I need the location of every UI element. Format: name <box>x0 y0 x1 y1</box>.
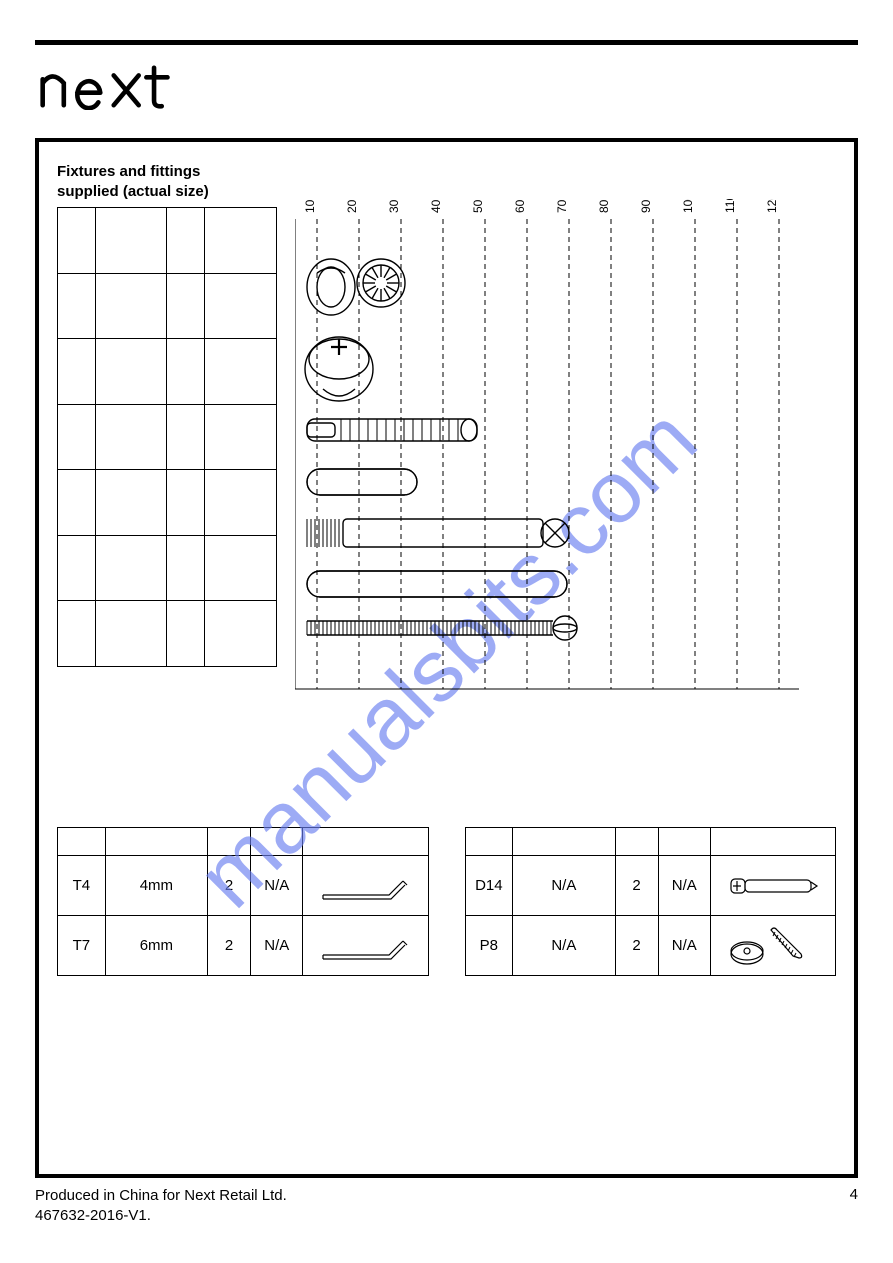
grid-cell <box>58 601 96 667</box>
fixture-wood-dowel-long <box>295 571 587 597</box>
part-icon-allen-key <box>303 916 428 976</box>
part-size: 6mm <box>105 916 207 976</box>
part-code: T4 <box>58 856 106 916</box>
grid-cell <box>58 339 96 405</box>
parts-row: T44mm2N/A <box>58 856 429 916</box>
ruler-zone: 102030405060708090100110120 <box>295 207 836 697</box>
part-icon-glue-tube <box>710 856 835 916</box>
page-footer: Produced in China for Next Retail Ltd. 4… <box>35 1186 858 1225</box>
svg-text:40: 40 <box>429 199 443 213</box>
part-icon-plug-screw <box>710 916 835 976</box>
svg-text:100: 100 <box>681 199 695 213</box>
part-qty: 2 <box>208 916 251 976</box>
grid-cell <box>95 601 167 667</box>
grid-cell <box>95 273 167 339</box>
footer-line-2: 467632-2016-V1. <box>35 1207 151 1224</box>
grid-cell <box>167 404 205 470</box>
page-number: 4 <box>850 1186 858 1203</box>
grid-cell <box>58 273 96 339</box>
grid-row <box>58 470 277 536</box>
ruler-svg: 10 20 30 40 50 60 70 80 90 100 110 120 <box>295 199 835 699</box>
grid-cell <box>205 273 277 339</box>
part-note: N/A <box>251 916 303 976</box>
grid-row <box>58 208 277 274</box>
grid-cell <box>95 404 167 470</box>
table-header-row <box>58 828 429 856</box>
part-code: D14 <box>465 856 513 916</box>
part-size: 4mm <box>105 856 207 916</box>
grid-cell <box>58 535 96 601</box>
top-rule <box>35 40 858 45</box>
grid-cell <box>95 208 167 274</box>
parts-row: D14N/A2N/A <box>465 856 836 916</box>
svg-text:10: 10 <box>303 199 317 213</box>
grid-cell <box>205 208 277 274</box>
heading-line-1: Fixtures and fittings <box>57 163 200 180</box>
svg-text:70: 70 <box>555 199 569 213</box>
svg-text:50: 50 <box>471 199 485 213</box>
fixture-long-bolt <box>307 616 577 640</box>
footer-left: Produced in China for Next Retail Ltd. 4… <box>35 1186 287 1225</box>
grid-cell <box>167 273 205 339</box>
grid-cell <box>205 601 277 667</box>
part-code: P8 <box>465 916 513 976</box>
table-header-row <box>465 828 836 856</box>
grid-cell <box>95 535 167 601</box>
parts-row: T76mm2N/A <box>58 916 429 976</box>
grid-row <box>58 535 277 601</box>
grid-cell <box>167 208 205 274</box>
fixture-cam-cover <box>307 259 355 315</box>
part-code: T7 <box>58 916 106 976</box>
part-size: N/A <box>513 856 615 916</box>
part-qty: 2 <box>615 856 658 916</box>
grid-row <box>58 273 277 339</box>
main-frame: manualsbits.com Fixtures and fittings su… <box>35 138 858 1178</box>
part-note: N/A <box>658 856 710 916</box>
grid-cell <box>167 601 205 667</box>
grid-row <box>58 601 277 667</box>
part-qty: 2 <box>208 856 251 916</box>
svg-text:120: 120 <box>765 199 779 213</box>
lower-tables: T44mm2N/AT76mm2N/A D14N/A2N/AP8N/A2N/A <box>57 827 836 976</box>
grid-cell <box>58 208 96 274</box>
fixtures-grid-table <box>57 207 277 667</box>
svg-text:60: 60 <box>513 199 527 213</box>
svg-text:80: 80 <box>597 199 611 213</box>
part-note: N/A <box>658 916 710 976</box>
grid-cell <box>58 470 96 536</box>
svg-text:110: 110 <box>723 199 737 213</box>
svg-text:30: 30 <box>387 199 401 213</box>
fixture-star-cam <box>357 259 405 307</box>
svg-text:90: 90 <box>639 199 653 213</box>
grid-cell <box>95 470 167 536</box>
part-icon-allen-key <box>303 856 428 916</box>
grid-cell <box>205 470 277 536</box>
grid-cell <box>205 404 277 470</box>
part-note: N/A <box>251 856 303 916</box>
next-logo-svg <box>35 62 227 110</box>
grid-row <box>58 404 277 470</box>
grid-cell <box>167 535 205 601</box>
heading-line-2: supplied (actual size) <box>57 183 209 200</box>
footer-line-1: Produced in China for Next Retail Ltd. <box>35 1187 287 1204</box>
upper-area: 102030405060708090100110120 <box>57 207 836 677</box>
grid-cell <box>205 339 277 405</box>
part-size: N/A <box>513 916 615 976</box>
fixture-dowel-bolt <box>307 419 477 441</box>
fixture-bolt-cross <box>307 519 569 547</box>
grid-cell <box>58 404 96 470</box>
parts-table-right: D14N/A2N/AP8N/A2N/A <box>465 827 837 976</box>
brand-logo <box>35 57 858 124</box>
parts-row: P8N/A2N/A <box>465 916 836 976</box>
parts-table-left: T44mm2N/AT76mm2N/A <box>57 827 429 976</box>
grid-cell <box>167 470 205 536</box>
grid-row <box>58 339 277 405</box>
grid-cell <box>95 339 167 405</box>
grid-cell <box>205 535 277 601</box>
fixtures-heading: Fixtures and fittings supplied (actual s… <box>57 162 836 201</box>
fixture-cam-lock <box>305 337 373 401</box>
part-qty: 2 <box>615 916 658 976</box>
grid-cell <box>167 339 205 405</box>
svg-text:20: 20 <box>345 199 359 213</box>
